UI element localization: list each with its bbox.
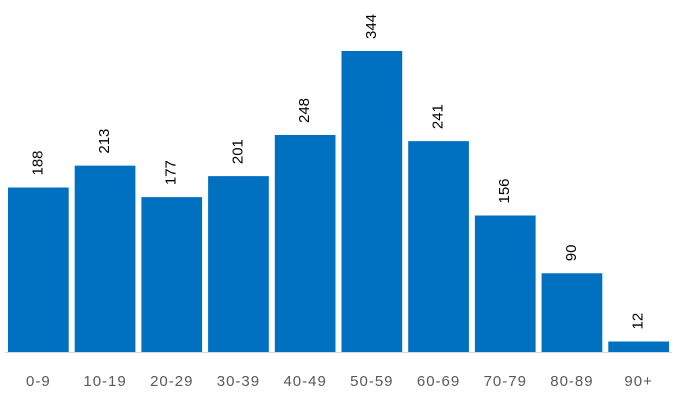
bar-60-69	[408, 141, 469, 353]
category-label-0-9: 0-9	[26, 373, 51, 390]
category-label-20-29: 20-29	[150, 373, 193, 390]
value-label-50-59: 344	[363, 14, 380, 39]
value-label-40-49: 248	[296, 98, 313, 123]
value-label-10-19: 213	[96, 129, 113, 154]
bar-90+	[608, 341, 669, 352]
bar-50-59	[341, 51, 403, 352]
bar-30-39	[208, 176, 269, 353]
value-labels-group: 188 213 177 201 248 344 241 156 90 12	[29, 14, 646, 330]
category-label-10-19: 10-19	[83, 373, 126, 390]
bar-0-9	[8, 187, 69, 352]
bar-10-19	[74, 165, 136, 353]
value-label-90+: 12	[630, 313, 647, 330]
category-label-90+: 90+	[624, 373, 652, 390]
category-label-70-79: 70-79	[484, 373, 527, 390]
category-label-60-69: 60-69	[417, 373, 460, 390]
bar-70-79	[474, 215, 536, 352]
value-label-30-39: 201	[229, 139, 246, 164]
category-labels-group: 0-9 10-19 20-29 30-39 40-49 50-59 60-69 70-79 80…	[26, 373, 652, 390]
category-label-30-39: 30-39	[217, 373, 260, 390]
bar-20-29	[141, 197, 203, 353]
bar-80-89	[541, 273, 603, 352]
bars-group	[8, 51, 669, 353]
category-label-40-49: 40-49	[283, 373, 326, 390]
value-label-0-9: 188	[29, 150, 46, 175]
value-label-60-69: 241	[430, 104, 447, 129]
category-label-80-89: 80-89	[550, 373, 593, 390]
category-label-50-59: 50-59	[350, 373, 393, 390]
bar-40-49	[274, 135, 336, 352]
value-label-80-89: 90	[563, 245, 580, 262]
value-label-20-29: 177	[163, 160, 180, 185]
value-label-70-79: 156	[496, 178, 513, 203]
